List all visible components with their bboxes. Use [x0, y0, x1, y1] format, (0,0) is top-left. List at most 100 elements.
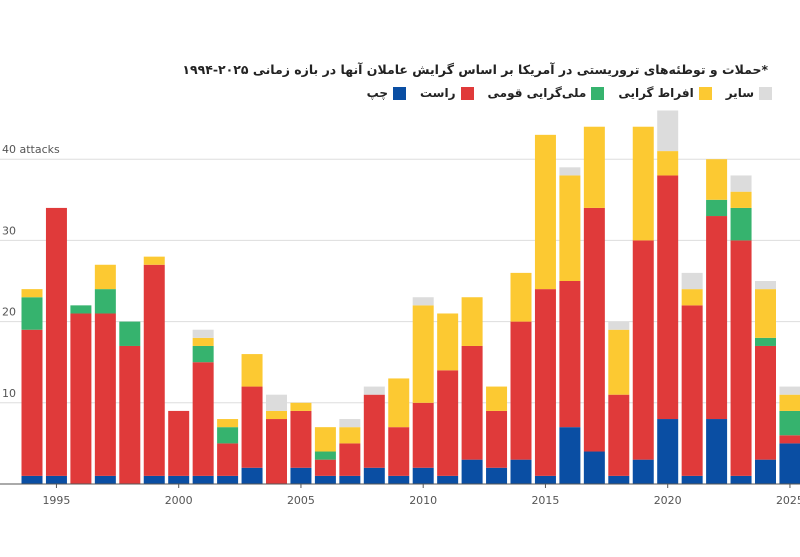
y-tick-label: 40 attacks [2, 143, 60, 156]
bar-segment-left-1995 [45, 475, 67, 484]
bar-segment-left-2014 [510, 459, 532, 484]
legend-item-right: راست [420, 86, 474, 100]
bar-segment-right-1997 [94, 313, 116, 476]
bar-segment-ext-2018 [608, 329, 630, 395]
bar-segment-left-2020 [657, 419, 679, 484]
legend-label-other: سایر [725, 86, 754, 100]
bar-segment-other-2024 [755, 281, 776, 290]
bar-segment-left-2006 [314, 475, 336, 484]
legend-item-other: سایر [726, 86, 772, 100]
bar-segment-right-2003 [241, 386, 263, 468]
bar-segment-other-2010 [412, 297, 434, 306]
bar-segment-right-1994 [21, 329, 43, 476]
y-tick-label: 30 [2, 224, 16, 237]
bar-segment-left-2023 [730, 475, 752, 484]
bar-segment-left-2003 [241, 467, 263, 484]
bar-segment-left-2010 [412, 467, 434, 484]
bar-segment-ext-2014 [510, 272, 532, 322]
bar-segment-right-2016 [559, 281, 581, 428]
bar-segment-left-2012 [461, 459, 483, 484]
bar-segment-ext-2001 [192, 337, 214, 346]
bar-segment-left-2019 [632, 459, 654, 484]
bar-segment-nat-1994 [21, 297, 43, 330]
bar-segment-ext-2005 [290, 402, 312, 411]
bar-segment-ext-1994 [21, 289, 43, 298]
bar-segment-right-1996 [70, 313, 92, 484]
bar-segment-right-2010 [412, 402, 434, 468]
bar-segment-ext-2007 [339, 427, 361, 444]
bar-segment-other-2020 [657, 110, 679, 152]
bar-segment-right-1995 [45, 207, 67, 476]
bar-segment-right-2020 [657, 175, 679, 420]
bar-segment-left-2001 [192, 475, 214, 484]
chart-title: *حملات و توطئه‌های تروریستی در آمریکا بر… [182, 62, 768, 77]
bar-segment-left-2002 [217, 475, 239, 484]
bar-segment-left-2007 [339, 475, 361, 484]
legend-item-nat: ملی‌گرایی قومی [488, 86, 605, 100]
bar-segment-left-2013 [486, 467, 508, 484]
bar-segment-right-2009 [388, 427, 410, 476]
bar-segment-right-2023 [730, 240, 752, 476]
bar-segment-other-2004 [266, 394, 287, 411]
bars [21, 110, 800, 484]
bar-segment-ext-2019 [632, 126, 654, 241]
bar-segment-left-2000 [168, 475, 190, 484]
bar-segment-nat-1996 [70, 305, 92, 314]
bar-segment-right-2008 [363, 394, 385, 468]
bar-segment-left-2015 [534, 475, 556, 484]
bar-segment-right-2022 [706, 216, 728, 420]
bar-segment-right-2025 [779, 435, 800, 444]
bar-segment-left-2008 [363, 467, 385, 484]
bar-segment-ext-2015 [534, 134, 556, 290]
bar-segment-right-2015 [534, 289, 556, 476]
x-tick-label-2000: 2000 [165, 494, 193, 507]
legend: چپ راست ملی‌گرایی قومی افراط گرایی سایر [367, 86, 772, 100]
bar-segment-ext-2020 [657, 151, 679, 176]
bar-segment-left-2016 [559, 427, 581, 484]
legend-swatch-right [460, 86, 474, 100]
bar-segment-right-2006 [314, 459, 336, 476]
bar-segment-left-2024 [755, 459, 776, 484]
bar-segment-left-2025 [779, 443, 800, 484]
bar-segment-left-2022 [706, 419, 728, 484]
bar-segment-other-2025 [779, 386, 800, 395]
bar-segment-ext-2022 [706, 159, 728, 200]
bar-segment-left-1994 [21, 475, 43, 484]
bar-segment-ext-2011 [437, 313, 459, 371]
y-tick-label: 20 [2, 306, 16, 319]
bar-segment-ext-2012 [461, 297, 483, 346]
bar-segment-right-2007 [339, 443, 361, 476]
x-tick-label-2020: 2020 [654, 494, 682, 507]
bar-segment-nat-2023 [730, 207, 752, 241]
bar-segment-right-2019 [632, 240, 654, 460]
x-tick-label-1995: 1995 [42, 494, 70, 507]
bar-segment-left-2017 [583, 451, 605, 484]
bar-segment-nat-2001 [192, 345, 214, 363]
bar-segment-other-2008 [363, 386, 385, 395]
axes: 1995 2000 2005 2010 2015 2020 2025 [0, 483, 800, 507]
bar-segment-right-2013 [486, 410, 508, 468]
bar-segment-nat-2006 [314, 451, 336, 460]
bar-segment-ext-2021 [681, 289, 703, 306]
bar-segment-nat-1997 [94, 289, 116, 314]
bar-segment-left-1997 [94, 475, 116, 484]
legend-label-right: راست [419, 86, 456, 100]
bar-segment-ext-2004 [266, 410, 287, 420]
bar-segment-right-2018 [608, 394, 630, 476]
bar-segment-left-1999 [143, 475, 165, 484]
bar-segment-right-2004 [266, 419, 287, 484]
bar-segment-nat-2024 [755, 337, 776, 346]
bar-segment-left-2021 [681, 475, 703, 484]
bar-segment-other-2016 [559, 167, 581, 176]
bar-segment-nat-2022 [706, 199, 728, 217]
bar-segment-right-2014 [510, 321, 532, 460]
bar-segment-ext-1999 [143, 256, 165, 265]
bar-segment-other-2001 [192, 329, 214, 338]
bar-segment-right-2002 [217, 443, 239, 476]
bar-segment-left-2018 [608, 475, 630, 484]
legend-swatch-nat [591, 86, 605, 100]
bar-segment-right-1998 [119, 345, 141, 484]
y-tick-label: 10 [2, 387, 16, 400]
legend-swatch-left [392, 86, 406, 100]
bar-segment-right-2021 [681, 305, 703, 476]
